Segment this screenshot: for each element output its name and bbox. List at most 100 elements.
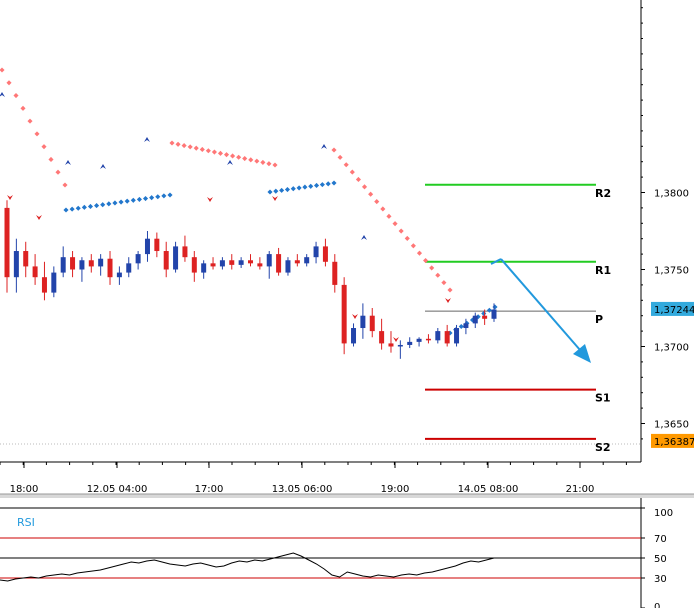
sar-dot-bearish [193,145,199,151]
candle-bearish [369,315,375,332]
pivot-label-r2: R2 [595,187,611,200]
fractal-up-marker [144,137,150,142]
sar-dot-bullish [267,189,273,195]
candlesticks [4,200,497,359]
candle-bearish [341,284,347,344]
sar-dot-bullish [87,203,94,210]
sar-dot-bearish [230,153,236,159]
candle-bearish [163,251,169,270]
sar-dot-bullish [155,194,161,200]
candle-bearish [70,257,76,270]
sar-dot-bullish [458,323,464,330]
candle-bearish [229,260,235,265]
sar-dot-bearish [392,221,398,227]
price-tick-label: 1,3800 [654,189,689,200]
candle-bearish [332,261,338,285]
pane-separator[interactable] [0,494,694,498]
sar-dot-bearish [181,143,187,149]
sar-dot-bearish [205,148,211,154]
candle-bearish [210,263,216,267]
candle-bullish [435,331,441,341]
candle-bullish [79,260,85,270]
candle-bullish [173,246,179,270]
main-plot-area[interactable] [0,0,641,462]
sar-dot-bearish [187,144,193,150]
sar-dot-bullish [142,195,149,202]
rsi-tick-label: 70 [654,534,667,545]
sar-dot-bearish [175,141,181,147]
sar-dot-bearish [423,257,429,264]
candle-bullish [60,257,66,273]
forecast-arrow-head [573,344,591,363]
candle-bearish [425,338,431,341]
pivot-label-s1: S1 [595,392,611,405]
forecast-arrow-shaft [500,258,588,359]
fractal-up-marker [227,160,233,165]
sar-dot-bearish [361,184,368,190]
fractal-up-marker [65,160,71,165]
sar-dot-bearish [331,147,337,153]
forecast-arrow [490,258,591,363]
sar-dot-bullish [325,181,331,187]
sar-dot-bullish [313,182,320,189]
candle-bearish [257,263,263,267]
candle-bullish [351,328,357,344]
price-axis: 1,3800 1,3750 1,3700 1,3650 1,37244 1,36387 [641,7,694,448]
sar-dot-bearish [404,235,410,241]
fractal-up-marker [100,164,106,169]
sar-dot-bearish [410,243,416,249]
candle-bullish [360,315,366,329]
pivot-label-p: P [595,313,603,326]
fractal-down-marker [393,337,399,342]
time-tick-label: 21:00 [566,484,595,495]
sar-dot-bearish [386,213,392,219]
candle-bullish [144,238,150,255]
time-tick-label: 12.05 04:00 [87,484,148,495]
sar-dot-bullish [63,207,69,213]
candle-bearish [107,258,113,278]
sar-dot-bearish [266,161,272,167]
candle-bullish [116,272,122,278]
parabolic-sar [0,67,498,336]
rsi-tick-label: 30 [654,574,667,585]
candle-bullish [416,338,422,342]
fractal-up-marker [0,92,5,97]
candle-bullish [407,341,413,345]
candle-bearish [23,251,29,267]
sar-dot-bearish [441,280,447,286]
rsi-line [0,552,495,582]
current-price-box [651,301,694,316]
fractal-down-marker [207,197,213,202]
sar-dot-bearish [242,155,248,162]
sar-dot-bullish [296,185,302,191]
candle-bearish [32,266,38,278]
fractal-down-marker [272,196,278,201]
fractal-up-marker [321,144,327,149]
sar-dot-bearish [380,206,386,212]
candle-bullish [51,272,57,293]
sar-dot-bearish [272,162,278,168]
candle-bearish [41,277,47,293]
candle-bullish [126,263,132,273]
time-axis: 18:00 12.05 04:00 17:00 13.05 06:00 19:00 14.… [0,462,627,495]
candle-bearish [276,254,282,273]
sar-dot-bearish [199,146,205,153]
sar-dot-bullish [486,307,492,313]
candle-bearish [482,315,488,319]
time-tick-label: 17:00 [195,484,224,495]
candle-bearish [444,331,450,344]
candle-bearish [388,343,394,347]
price-tick-label: 1,3750 [654,266,689,277]
candle-bearish [154,238,160,252]
candle-bullish [491,309,497,319]
candle-bearish [379,331,385,344]
sar-dot-bearish [248,157,254,163]
sar-dot-bearish [236,154,242,160]
time-tick-label: 13.05 06:00 [272,484,333,495]
candle-bullish [304,257,310,264]
candle-bearish [248,260,253,264]
sar-dot-bullish [331,180,337,186]
sar-dot-bearish [435,272,441,278]
candle-bearish [322,246,328,262]
